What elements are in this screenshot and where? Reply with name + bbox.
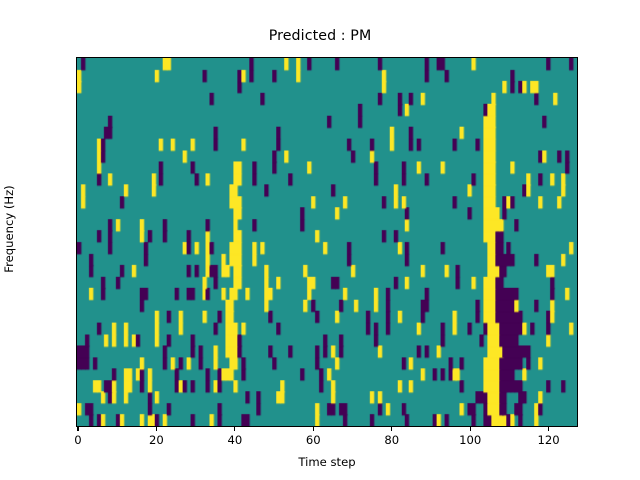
x-tick-mark	[469, 427, 471, 431]
x-tick-label: 40	[227, 433, 243, 447]
x-tick-mark	[234, 427, 236, 431]
x-tick-label: 20	[149, 433, 164, 447]
x-tick-mark	[548, 427, 550, 431]
x-tick-label: 120	[537, 433, 560, 447]
x-tick-mark	[391, 427, 393, 431]
x-axis-label: Time step	[298, 455, 356, 469]
x-tick-mark	[155, 427, 157, 431]
x-tick-label: 60	[305, 433, 321, 447]
heatmap-image	[77, 58, 577, 426]
plot-area[interactable]	[76, 57, 578, 427]
chart-title: Predicted : PM	[268, 28, 372, 44]
x-tick-label: 0	[74, 433, 82, 447]
x-tick-mark	[312, 427, 314, 431]
x-tick-label: 100	[459, 433, 482, 447]
y-axis-label: Frequency (Hz)	[2, 185, 16, 273]
x-tick-label: 80	[384, 433, 400, 447]
x-tick-mark	[77, 427, 79, 431]
